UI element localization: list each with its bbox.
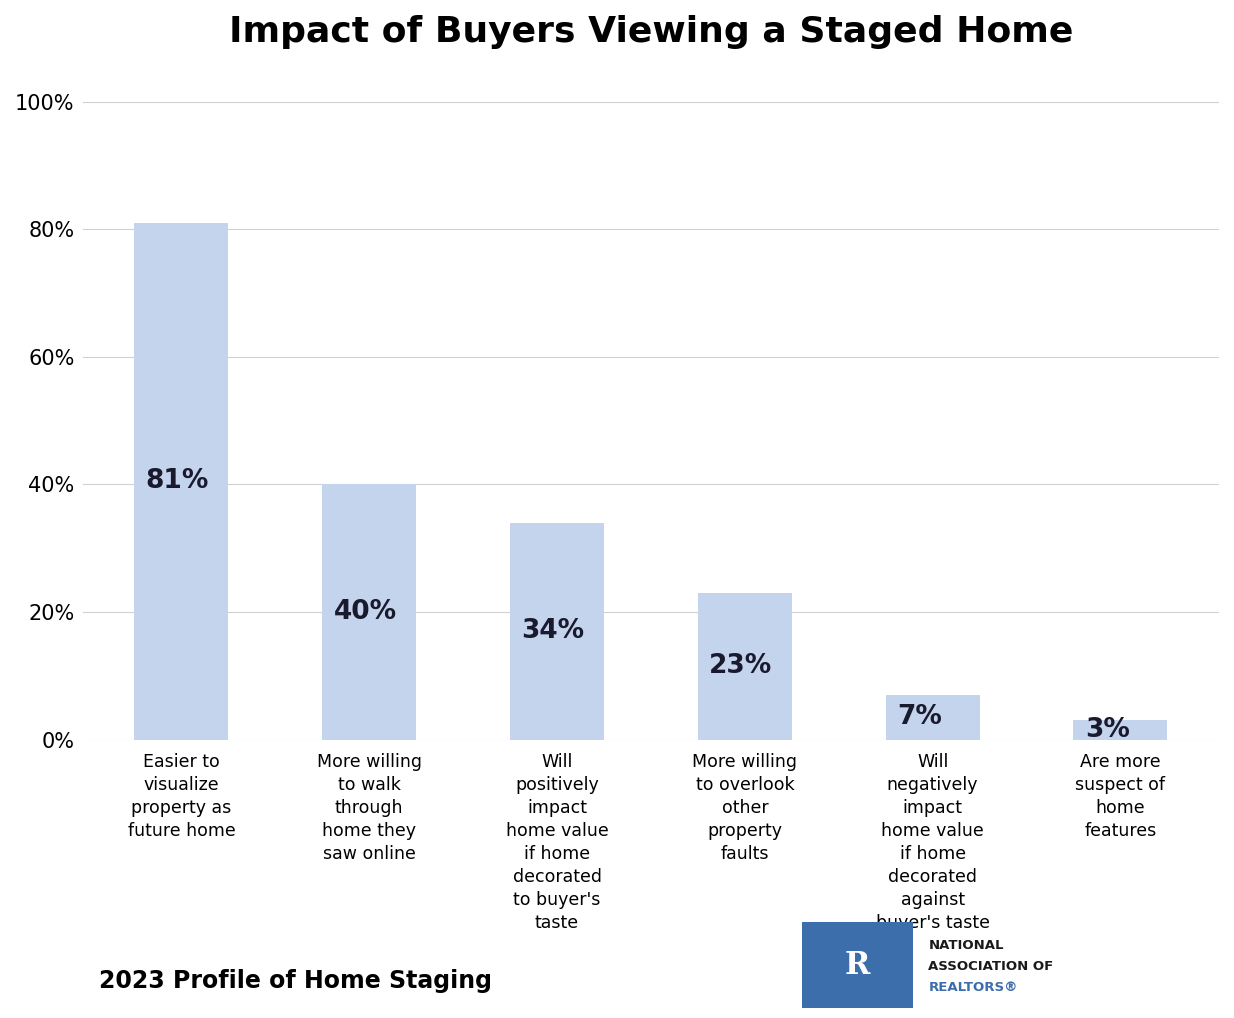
- Text: 2023 Profile of Home Staging: 2023 Profile of Home Staging: [99, 968, 491, 993]
- Bar: [510, 522, 603, 739]
- Bar: [322, 485, 416, 739]
- FancyBboxPatch shape: [802, 922, 913, 1008]
- Bar: [1074, 721, 1167, 739]
- Text: 81%: 81%: [146, 468, 209, 494]
- Bar: [886, 695, 980, 739]
- Text: NATIONAL: NATIONAL: [928, 939, 1004, 952]
- Text: 7%: 7%: [897, 704, 942, 730]
- Text: 34%: 34%: [521, 618, 585, 644]
- Text: 23%: 23%: [710, 654, 772, 679]
- Text: ASSOCIATION OF: ASSOCIATION OF: [928, 960, 1054, 973]
- Text: R: R: [845, 950, 870, 980]
- Text: 40%: 40%: [333, 599, 396, 625]
- Title: Impact of Buyers Viewing a Staged Home: Impact of Buyers Viewing a Staged Home: [228, 15, 1074, 49]
- Text: 3%: 3%: [1085, 717, 1129, 743]
- Bar: [698, 592, 792, 739]
- Bar: [135, 223, 228, 739]
- Text: REALTORS®: REALTORS®: [928, 981, 1018, 995]
